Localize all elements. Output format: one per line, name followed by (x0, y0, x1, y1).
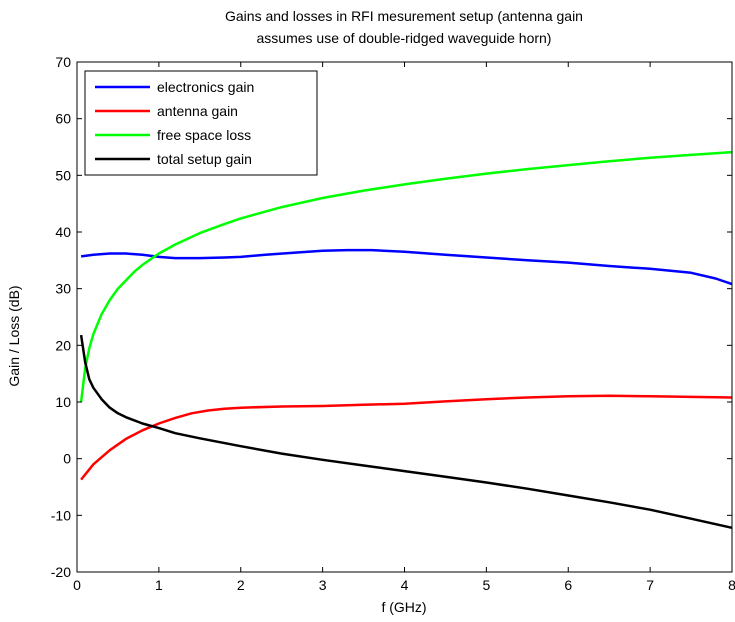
y-tick-label: -20 (51, 564, 71, 580)
legend-label: total setup gain (157, 151, 252, 167)
y-tick-label: 70 (55, 54, 71, 70)
chart-title-line-2: assumes use of double-ridged waveguide h… (257, 30, 552, 46)
legend-label: free space loss (157, 127, 251, 143)
y-tick-label: -10 (51, 507, 71, 523)
legend-label: electronics gain (157, 79, 254, 95)
y-axis: -20 -10 0 10 20 30 40 50 60 70 (51, 54, 732, 580)
legend-label: antenna gain (157, 103, 238, 119)
x-tick-label: 3 (319, 577, 327, 593)
y-axis-label: Gain / Loss (dB) (6, 285, 22, 386)
x-tick-label: 7 (646, 577, 654, 593)
x-tick-label: 1 (155, 577, 163, 593)
x-tick-label: 4 (401, 577, 409, 593)
chart-title: Gains and losses in RFI mesurement setup… (225, 8, 583, 46)
chart-title-line-1: Gains and losses in RFI mesurement setup… (225, 8, 583, 24)
x-axis: 0 1 2 3 4 5 6 7 8 (73, 62, 735, 593)
y-tick-label: 40 (55, 224, 71, 240)
y-tick-label: 10 (55, 394, 71, 410)
y-tick-label: 60 (55, 111, 71, 127)
legend-box (84, 70, 318, 176)
x-tick-label: 8 (728, 577, 735, 593)
series-line-total-setup-gain (79, 334, 733, 530)
series-line-free-space-loss (79, 150, 733, 403)
y-tick-label: 50 (55, 167, 71, 183)
y-tick-label: 0 (63, 451, 71, 467)
y-tick-label: 20 (55, 337, 71, 353)
legend: electronics gain antenna gain free space l… (84, 70, 318, 176)
x-axis-label: f (GHz) (381, 599, 426, 615)
y-tick-label: 30 (55, 281, 71, 297)
series-line-electronics-gain (80, 248, 733, 286)
x-tick-label: 2 (237, 577, 245, 593)
x-tick-label: 0 (73, 577, 81, 593)
x-tick-label: 6 (564, 577, 572, 593)
series-line-antenna-gain (80, 394, 733, 481)
x-tick-label: 5 (482, 577, 490, 593)
series-layer (79, 150, 733, 530)
